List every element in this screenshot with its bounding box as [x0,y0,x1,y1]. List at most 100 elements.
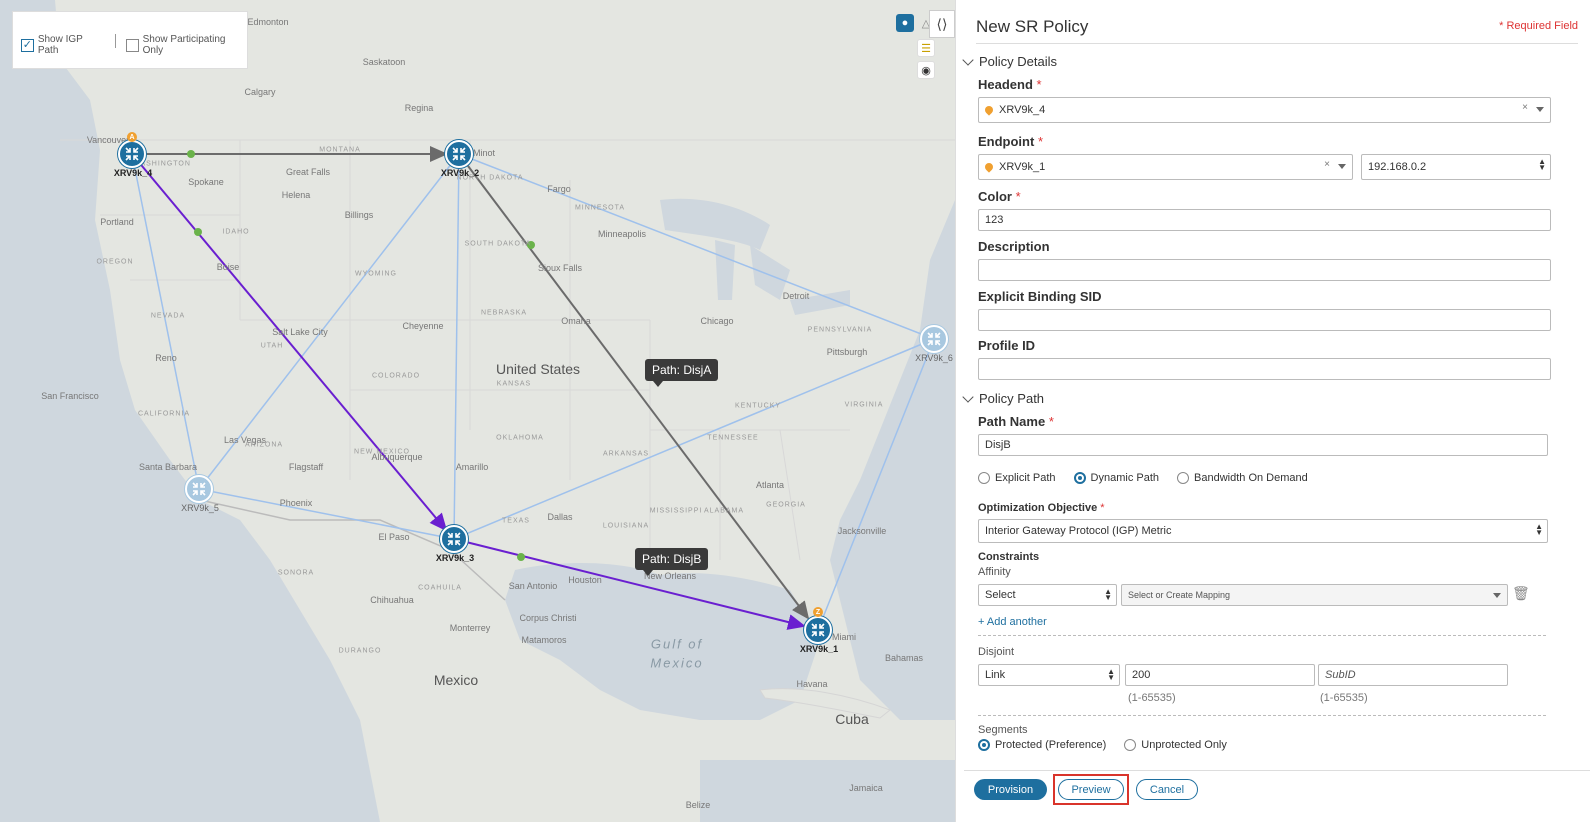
path-disjb-segment[interactable] [131,153,448,532]
binding-sid-label: Explicit Binding SID [978,289,1102,304]
disjoint-type-value: Link [985,669,1006,681]
router-node-xrv9k-3[interactable] [440,525,468,553]
path-name-label: Path Name * [978,414,1054,429]
profile-id-input[interactable] [978,358,1551,380]
cancel-button[interactable]: Cancel [1136,779,1198,800]
state-label: NEBRASKA [480,309,528,317]
path-type-explicit[interactable]: Explicit Path [978,472,1056,484]
path-name-input[interactable]: DisjB [978,434,1548,456]
updown-icon: ▲ ▼ [1107,667,1115,682]
policy-path-section-toggle[interactable]: Policy Path [962,390,1044,406]
state-label: SOUTH DAKOTA [464,240,532,248]
router-node-xrv9k-5[interactable] [185,475,213,503]
state-label: KENTUCKY [734,402,782,410]
router-node-xrv9k-4[interactable] [118,140,146,168]
endpoint-ip-select[interactable]: 192.168.0.2 ▲ ▼ [1361,154,1551,180]
affinity-select[interactable]: Select ▲ ▼ [978,584,1117,606]
router-node-xrv9k-2[interactable] [445,140,473,168]
network-link [198,153,460,490]
city-label: New Orleans [643,571,697,581]
segment-unprotected-only[interactable]: Unprotected Only [1124,739,1227,751]
add-another-link[interactable]: + Add another [978,616,1047,628]
city-label: Havana [796,679,828,689]
segments-label: Segments [978,724,1028,736]
color-label: Color * [978,189,1021,204]
city-label: Santa Barbara [138,462,198,472]
state-label: DURANGO [338,647,382,655]
path-type-dynamic[interactable]: Dynamic Path [1073,472,1159,484]
city-label: Calgary [244,87,276,97]
show-participating-only-toggle[interactable]: Show Participating Only [125,34,247,56]
optimization-value: Interior Gateway Protocol (IGP) Metric [985,525,1172,537]
headend-select[interactable]: XRV9k_4 × [978,97,1551,123]
subid-range-hint: (1-65535) [1320,692,1368,704]
disjoint-type-select[interactable]: Link ▲ ▼ [978,664,1120,686]
provision-button[interactable]: Provision [974,779,1047,800]
network-link [453,153,460,540]
router-node-xrv9k-6[interactable] [920,325,948,353]
affinity-select-value: Select [985,589,1016,601]
path-disjb-segment[interactable] [453,538,806,630]
disjoint-subid-input[interactable]: SubID [1318,664,1508,686]
state-label: NORTH DAKOTA [456,174,524,182]
city-label: San Francisco [41,391,99,401]
checkbox-icon [21,38,34,52]
globe-icon[interactable]: ● [896,14,914,32]
optimization-select[interactable]: Interior Gateway Protocol (IGP) Metric ▲… [978,519,1548,543]
binding-sid-input[interactable] [978,309,1551,331]
path-type-bandwidth-on-demand[interactable]: Bandwidth On Demand [1177,472,1308,484]
clear-icon[interactable]: × [1324,159,1330,170]
node-label: XRV9k_1 [799,644,839,654]
country-label-cuba: Cuba [835,711,869,727]
lake-superior [660,198,770,250]
show-participating-only-label: Show Participating Only [142,34,226,56]
layers-icon[interactable]: ☰ [917,39,935,57]
trash-icon[interactable]: 🗑 [1512,585,1530,601]
radio-icon [978,472,990,484]
mexico-border [199,499,506,601]
divider [964,770,1590,771]
radio-label: Protected (Preference) [995,739,1107,751]
checkbox-icon [125,38,139,52]
topology-map[interactable]: Edmonton Calgary Saskatoon Regina Vancou… [0,0,955,822]
path-type-radio-group: Explicit Path Dynamic Path Bandwidth On … [978,472,1326,484]
policy-details-section-toggle[interactable]: Policy Details [962,53,1058,69]
lake-erie [790,290,850,315]
clear-icon[interactable]: × [1522,102,1528,113]
city-label: Sioux Falls [537,263,583,273]
eye-icon[interactable]: ◉ [917,61,935,79]
path-disja-segment[interactable] [458,153,810,620]
show-igp-path-toggle[interactable]: Show IGP Path [21,34,105,56]
city-label: Jamaica [849,783,883,793]
city-label: San Antonio [508,581,558,591]
map-canvas [0,0,955,822]
updown-icon: ▲ ▼ [1535,522,1543,537]
state-label: ALABAMA [703,507,745,515]
disjoint-group-input[interactable]: 200 [1125,664,1315,686]
router-icon [927,332,941,346]
chevron-down-icon [1338,164,1346,169]
city-label: Great Falls [285,167,331,177]
policy-details-heading: Policy Details [979,54,1058,69]
city-label: Flagstaff [288,462,324,472]
router-icon [125,147,139,161]
segment-protected[interactable]: Protected (Preference) [978,739,1106,751]
topology-icon[interactable]: △ [921,17,931,30]
preview-button[interactable]: Preview [1058,779,1124,800]
network-link [131,153,200,490]
router-node-xrv9k-1[interactable] [804,616,832,644]
endpoint-select[interactable]: XRV9k_1 × [978,154,1353,180]
affinity-mapping-select[interactable]: Select or Create Mapping [1121,584,1508,606]
radio-selected-icon [978,739,990,751]
color-input[interactable]: 123 [978,209,1551,231]
updown-icon: ▲ ▼ [1104,587,1112,602]
node-label: XRV9k_4 [113,168,153,178]
state-label: LOUISIANA [602,522,650,530]
path-tooltip-disja: Path: DisjA [645,359,719,387]
city-label: Minneapolis [597,229,647,239]
description-label: Description [978,239,1050,254]
color-value: 123 [985,214,1004,226]
description-input[interactable] [978,259,1551,281]
collapse-panel-handle[interactable]: ⟨⟩ [929,10,955,38]
state-label: MISSISSIPPI [649,507,703,515]
